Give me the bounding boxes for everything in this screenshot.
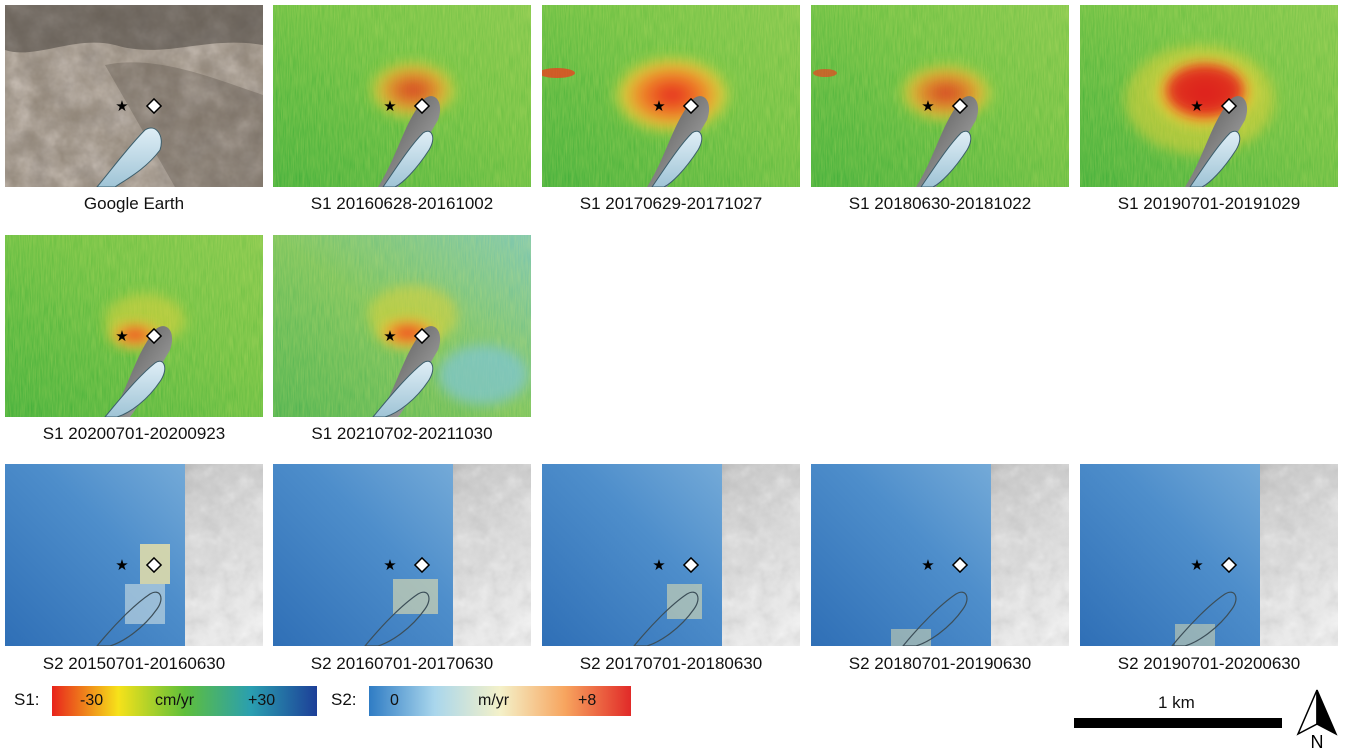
- diamond-marker: [682, 97, 700, 115]
- panel-caption: S1 20200701-20200923: [42, 424, 226, 443]
- panel-s2-2018: ★: [811, 464, 1069, 646]
- north-label: N: [1311, 732, 1324, 750]
- panel-caption: S1 20180630-20181022: [848, 194, 1032, 213]
- north-arrow-icon: N: [1294, 688, 1340, 755]
- panel-s2-2015: ★: [5, 464, 263, 646]
- panel-caption: Google Earth: [83, 194, 185, 213]
- panel-s1-2021: ★: [273, 235, 531, 417]
- scale-bar: [1074, 718, 1282, 728]
- panel-s2-2017: ★: [542, 464, 800, 646]
- diamond-marker: [951, 97, 969, 115]
- diamond-marker: [145, 97, 163, 115]
- panel-s2-2016: ★: [273, 464, 531, 646]
- s2-max-label: +8: [578, 692, 597, 709]
- star-marker: ★: [921, 557, 934, 574]
- s1-legend-label: S1:: [14, 690, 40, 709]
- star-marker: ★: [115, 557, 128, 574]
- scale-bar-label: 1 km: [1158, 693, 1195, 712]
- star-marker: ★: [115, 328, 128, 345]
- star-marker: ★: [1190, 98, 1203, 115]
- panel-caption: S2 20160701-20170630: [310, 654, 494, 673]
- diamond-marker: [1220, 97, 1238, 115]
- star-marker: ★: [383, 328, 396, 345]
- panel-s1-2016: ★: [273, 5, 531, 187]
- panel-caption: S1 20210702-20211030: [311, 424, 493, 443]
- diamond-marker: [413, 97, 431, 115]
- star-marker: ★: [652, 98, 665, 115]
- diamond-marker: [951, 556, 969, 574]
- s2-colorbar: [369, 686, 631, 716]
- panel-caption: S2 20180701-20190630: [848, 654, 1032, 673]
- panel-caption: S1 20160628-20161002: [310, 194, 494, 213]
- star-marker: ★: [115, 98, 128, 115]
- panel-caption: S1 20190701-20191029: [1117, 194, 1301, 213]
- panel-caption: S1 20170629-20171027: [579, 194, 763, 213]
- diamond-marker: [145, 327, 163, 345]
- s1-min-label: -30: [80, 692, 104, 709]
- diamond-marker: [145, 556, 163, 574]
- panel-caption: S2 20170701-20180630: [579, 654, 763, 673]
- star-marker: ★: [652, 557, 665, 574]
- s2-unit-label: m/yr: [478, 692, 510, 709]
- panel-s1-2017: ★: [542, 5, 800, 187]
- panel-s1-2018: ★: [811, 5, 1069, 187]
- diamond-marker: [413, 327, 431, 345]
- s1-unit-label: cm/yr: [155, 692, 195, 709]
- star-marker: ★: [383, 557, 396, 574]
- panel-s1-2020: ★: [5, 235, 263, 417]
- panel-caption: S2 20190701-20200630: [1117, 654, 1301, 673]
- s1-max-label: +30: [248, 692, 276, 709]
- panel-google-earth: ★: [5, 5, 263, 187]
- diamond-marker: [682, 556, 700, 574]
- s2-min-label: 0: [390, 692, 399, 709]
- diamond-marker: [413, 556, 431, 574]
- s2-legend-label: S2:: [331, 690, 357, 709]
- panel-s2-2019: ★: [1080, 464, 1338, 646]
- star-marker: ★: [921, 98, 934, 115]
- star-marker: ★: [383, 98, 396, 115]
- diamond-marker: [1220, 556, 1238, 574]
- panel-s1-2019: ★: [1080, 5, 1338, 187]
- s1-colorbar: [52, 686, 317, 716]
- star-marker: ★: [1190, 557, 1203, 574]
- panel-caption: S2 20150701-20160630: [42, 654, 226, 673]
